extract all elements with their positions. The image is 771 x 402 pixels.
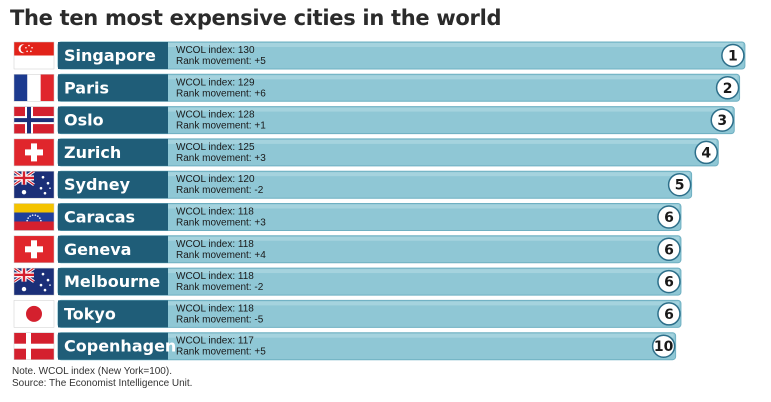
rank-label: 10	[654, 339, 674, 355]
bar-highlight	[58, 204, 679, 209]
wcol-index-label: WCOL index: 118	[176, 207, 254, 218]
rank-label: 3	[717, 113, 727, 129]
rank-circle	[657, 205, 681, 229]
rank-circle	[667, 172, 692, 197]
city-label: Paris	[64, 78, 109, 97]
rank-label: 5	[675, 178, 685, 194]
rank-movement-label: Rank movement: +6	[176, 88, 266, 99]
wcol-index-label: WCOL index: 125	[176, 142, 255, 153]
city-label: Geneva	[64, 240, 131, 259]
city-label-box	[58, 138, 168, 166]
rank-label: 1	[728, 49, 738, 65]
city-label: Tokyo	[64, 304, 116, 323]
city-label-box	[58, 235, 168, 263]
rank-movement-label: Rank movement: -2	[176, 282, 264, 293]
bar-highlight	[58, 333, 674, 338]
bar-highlight	[58, 107, 733, 112]
rank-label: 6	[664, 307, 674, 323]
switzerland-flag	[13, 138, 55, 167]
australia-flag	[13, 170, 55, 199]
rank-circle	[710, 108, 734, 132]
rank-circle	[657, 302, 681, 326]
bar-highlight	[58, 172, 690, 177]
rank-label: 4	[701, 145, 711, 161]
city-label: Caracas	[64, 208, 135, 227]
denmark-flag	[13, 332, 55, 360]
wcol-index-label: WCOL index: 117	[176, 336, 254, 347]
rank-circle	[721, 43, 745, 68]
bar-highlight	[58, 139, 717, 144]
city-label-box	[58, 106, 168, 134]
bar-highlight	[58, 301, 679, 306]
bar-highlight	[58, 236, 679, 241]
rank-movement-label: Rank movement: +3	[176, 153, 266, 164]
city-label-box	[58, 268, 168, 296]
city-label-box	[58, 42, 168, 69]
wcol-index-label: WCOL index: 118	[176, 239, 254, 250]
wcol-index-label: WCOL index: 129	[176, 77, 255, 88]
city-label: Singapore	[64, 46, 156, 65]
wcol-index-label: WCOL index: 130	[176, 45, 255, 56]
rank-movement-label: Rank movement: -2	[176, 185, 264, 196]
rank-circle	[715, 76, 740, 100]
city-label-box	[58, 203, 168, 231]
rank-movement-label: Rank movement: +5	[176, 56, 266, 67]
city-label-box	[58, 74, 168, 102]
chart-title: The ten most expensive cities in the wor…	[10, 6, 502, 30]
rank-circle	[657, 237, 681, 262]
rank-circle	[694, 140, 718, 165]
city-label: Copenhagen	[64, 337, 176, 356]
singapore-flag	[13, 41, 55, 70]
bar-highlight	[58, 269, 679, 274]
rank-movement-label: Rank movement: +4	[176, 250, 266, 261]
rank-movement-label: Rank movement: +1	[176, 121, 266, 132]
city-label: Melbourne	[64, 272, 160, 291]
rank-label: 2	[723, 81, 733, 97]
rank-circle	[651, 334, 676, 358]
rank-circle	[657, 269, 681, 294]
norway-flag	[13, 106, 55, 134]
city-label-box	[58, 171, 168, 199]
switzerland-flag	[13, 235, 55, 264]
city-label-box	[58, 300, 168, 328]
rank-label: 6	[664, 275, 674, 291]
australia-flag	[13, 267, 55, 296]
bar-highlight	[58, 43, 743, 47]
france-flag	[13, 74, 55, 102]
wcol-index-label: WCOL index: 118	[176, 271, 254, 282]
wcol-index-label: WCOL index: 128	[176, 110, 255, 121]
bar-highlight	[58, 75, 738, 80]
japan-flag	[13, 300, 55, 328]
wcol-index-label: WCOL index: 118	[176, 303, 254, 314]
rank-label: 6	[664, 210, 674, 226]
city-label: Zurich	[64, 143, 121, 162]
city-label: Oslo	[64, 111, 104, 130]
city-label-box	[58, 332, 168, 360]
venezuela-flag	[13, 203, 55, 231]
city-label: Sydney	[64, 175, 131, 194]
rank-movement-label: Rank movement: -5	[176, 314, 264, 325]
rank-movement-label: Rank movement: +5	[176, 347, 266, 358]
rank-label: 6	[664, 242, 674, 258]
wcol-index-label: WCOL index: 120	[176, 174, 255, 185]
note-text: Note. WCOL index (New York=100).	[12, 366, 172, 377]
rank-movement-label: Rank movement: +3	[176, 218, 266, 229]
source-text: Source: The Economist Intelligence Unit.	[12, 378, 193, 389]
